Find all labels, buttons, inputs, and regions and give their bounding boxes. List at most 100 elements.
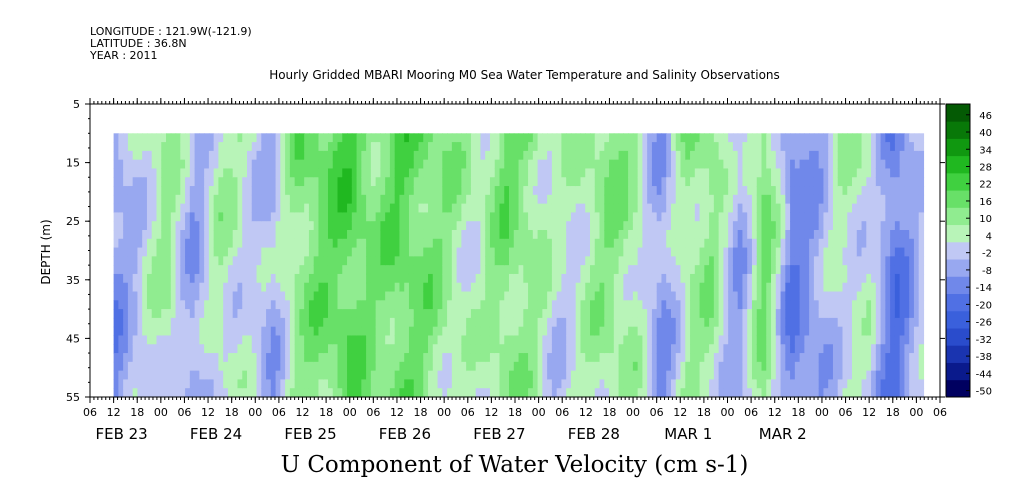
heatmap-cell xyxy=(428,317,434,328)
heatmap-cell xyxy=(223,203,229,214)
heatmap-cell xyxy=(146,361,153,372)
heatmap-cell xyxy=(890,142,896,152)
heatmap-cell xyxy=(518,142,524,152)
heatmap-cell xyxy=(370,344,377,354)
heatmap-cell xyxy=(723,379,729,389)
heatmap-cell xyxy=(875,229,882,240)
heatmap-cell xyxy=(261,379,267,389)
heatmap-cell xyxy=(113,212,119,222)
heatmap-cell xyxy=(732,370,739,381)
heatmap-cell xyxy=(356,256,362,266)
heatmap-cell xyxy=(680,256,686,266)
heatmap-cell xyxy=(809,291,815,301)
heatmap-cell xyxy=(466,168,472,178)
heatmap-cell xyxy=(604,291,610,301)
heatmap-cell xyxy=(647,344,653,354)
heatmap-cell xyxy=(871,361,877,372)
heatmap-cell xyxy=(718,212,724,222)
heatmap-cell xyxy=(728,361,734,372)
heatmap-cell xyxy=(694,344,701,354)
heatmap-cell xyxy=(813,273,820,284)
heatmap-cell xyxy=(713,344,720,354)
heatmap-cell xyxy=(308,203,315,214)
heatmap-cell xyxy=(313,142,320,152)
heatmap-cell xyxy=(151,186,158,196)
heatmap-cell xyxy=(466,229,472,240)
heatmap-cell xyxy=(875,265,882,275)
heatmap-cell xyxy=(356,361,362,372)
heatmap-cell xyxy=(161,361,167,372)
heatmap-cell xyxy=(580,247,586,257)
heatmap-cell xyxy=(704,247,710,257)
heatmap-cell xyxy=(590,247,596,257)
heatmap-cell xyxy=(585,168,591,178)
heatmap-cell xyxy=(489,379,496,389)
heatmap-cell xyxy=(737,168,744,178)
heatmap-cell xyxy=(694,247,701,257)
heatmap-cell xyxy=(256,177,262,187)
heatmap-cell xyxy=(842,379,848,389)
heatmap-cell xyxy=(899,344,906,354)
heatmap-cell xyxy=(590,186,596,196)
heatmap-cell xyxy=(175,344,181,354)
heatmap-cell xyxy=(323,247,329,257)
heatmap-cell xyxy=(637,221,643,231)
heatmap-cell xyxy=(632,177,639,187)
heatmap-cell xyxy=(447,133,453,143)
heatmap-cell xyxy=(423,370,429,381)
heatmap-cell xyxy=(170,291,177,301)
heatmap-cell xyxy=(675,282,682,293)
heatmap-cell xyxy=(547,238,553,249)
heatmap-cell xyxy=(694,150,701,161)
heatmap-cell xyxy=(623,186,629,196)
heatmap-cell xyxy=(856,186,863,196)
heatmap-cell xyxy=(823,317,829,328)
heatmap-cell xyxy=(642,379,648,389)
heatmap-cell xyxy=(613,326,620,337)
heatmap-cell xyxy=(218,370,224,381)
heatmap-cell xyxy=(356,212,362,222)
heatmap-cell xyxy=(342,344,348,354)
heatmap-cell xyxy=(509,247,515,257)
heatmap-cell xyxy=(561,291,567,301)
heatmap-cell xyxy=(890,159,896,170)
heatmap-cell xyxy=(494,361,501,372)
heatmap-cell xyxy=(132,353,139,363)
heatmap-cell xyxy=(728,203,734,214)
heatmap-cell xyxy=(894,361,901,372)
heatmap-cell xyxy=(123,133,129,143)
heatmap-cell xyxy=(361,291,367,301)
heatmap-cell xyxy=(775,177,782,187)
heatmap-cell xyxy=(118,221,124,231)
heatmap-cell xyxy=(761,282,767,293)
heatmap-cell xyxy=(285,317,291,328)
heatmap-cell xyxy=(375,256,381,266)
heatmap-cell xyxy=(242,247,248,257)
heatmap-cell xyxy=(732,344,739,354)
heatmap-cell xyxy=(470,335,477,345)
heatmap-cell xyxy=(208,247,215,257)
heatmap-cell xyxy=(428,212,434,222)
heatmap-cell xyxy=(289,265,296,275)
heatmap-cell xyxy=(642,273,648,284)
heatmap-cell xyxy=(327,177,334,187)
heatmap-cell xyxy=(599,388,605,398)
heatmap-cell xyxy=(451,177,458,187)
heatmap-cell xyxy=(394,256,401,266)
heatmap-cell xyxy=(389,203,396,214)
heatmap-cell xyxy=(366,159,372,170)
heatmap-cell xyxy=(747,388,753,398)
heatmap-cell xyxy=(166,344,172,354)
heatmap-cell xyxy=(847,282,853,293)
heatmap-cell xyxy=(227,186,234,196)
heatmap-cell xyxy=(566,317,572,328)
heatmap-cell xyxy=(537,300,543,310)
heatmap-cell xyxy=(466,159,472,170)
heatmap-cell xyxy=(313,326,320,337)
heatmap-cell xyxy=(428,282,434,293)
heatmap-cell xyxy=(623,361,629,372)
heatmap-cell xyxy=(266,282,272,293)
heatmap-cell xyxy=(852,379,858,389)
heatmap-cell xyxy=(161,388,167,398)
heatmap-cell xyxy=(327,256,334,266)
